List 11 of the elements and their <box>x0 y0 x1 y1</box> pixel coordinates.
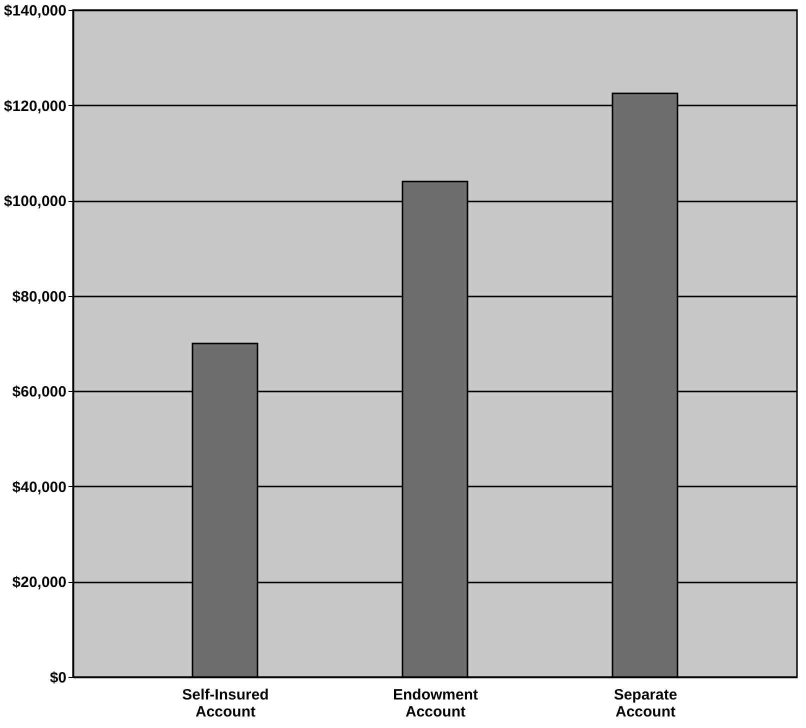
y-tick-label: $120,000 <box>4 98 66 115</box>
x-tick-label: Separate Account <box>614 686 678 720</box>
x-tick-label: Self-Insured Account <box>182 686 269 720</box>
x-tick-label: Endowment Account <box>393 686 478 720</box>
y-tick-label: $100,000 <box>4 193 66 210</box>
y-tick-label: $40,000 <box>12 478 66 496</box>
y-tick-label: $0 <box>50 670 66 686</box>
y-tick-label: $80,000 <box>12 288 66 306</box>
y-tick-label: $140,000 <box>4 2 66 20</box>
y-tick-label: $60,000 <box>12 384 66 401</box>
y-tick-label: $20,000 <box>12 574 66 592</box>
